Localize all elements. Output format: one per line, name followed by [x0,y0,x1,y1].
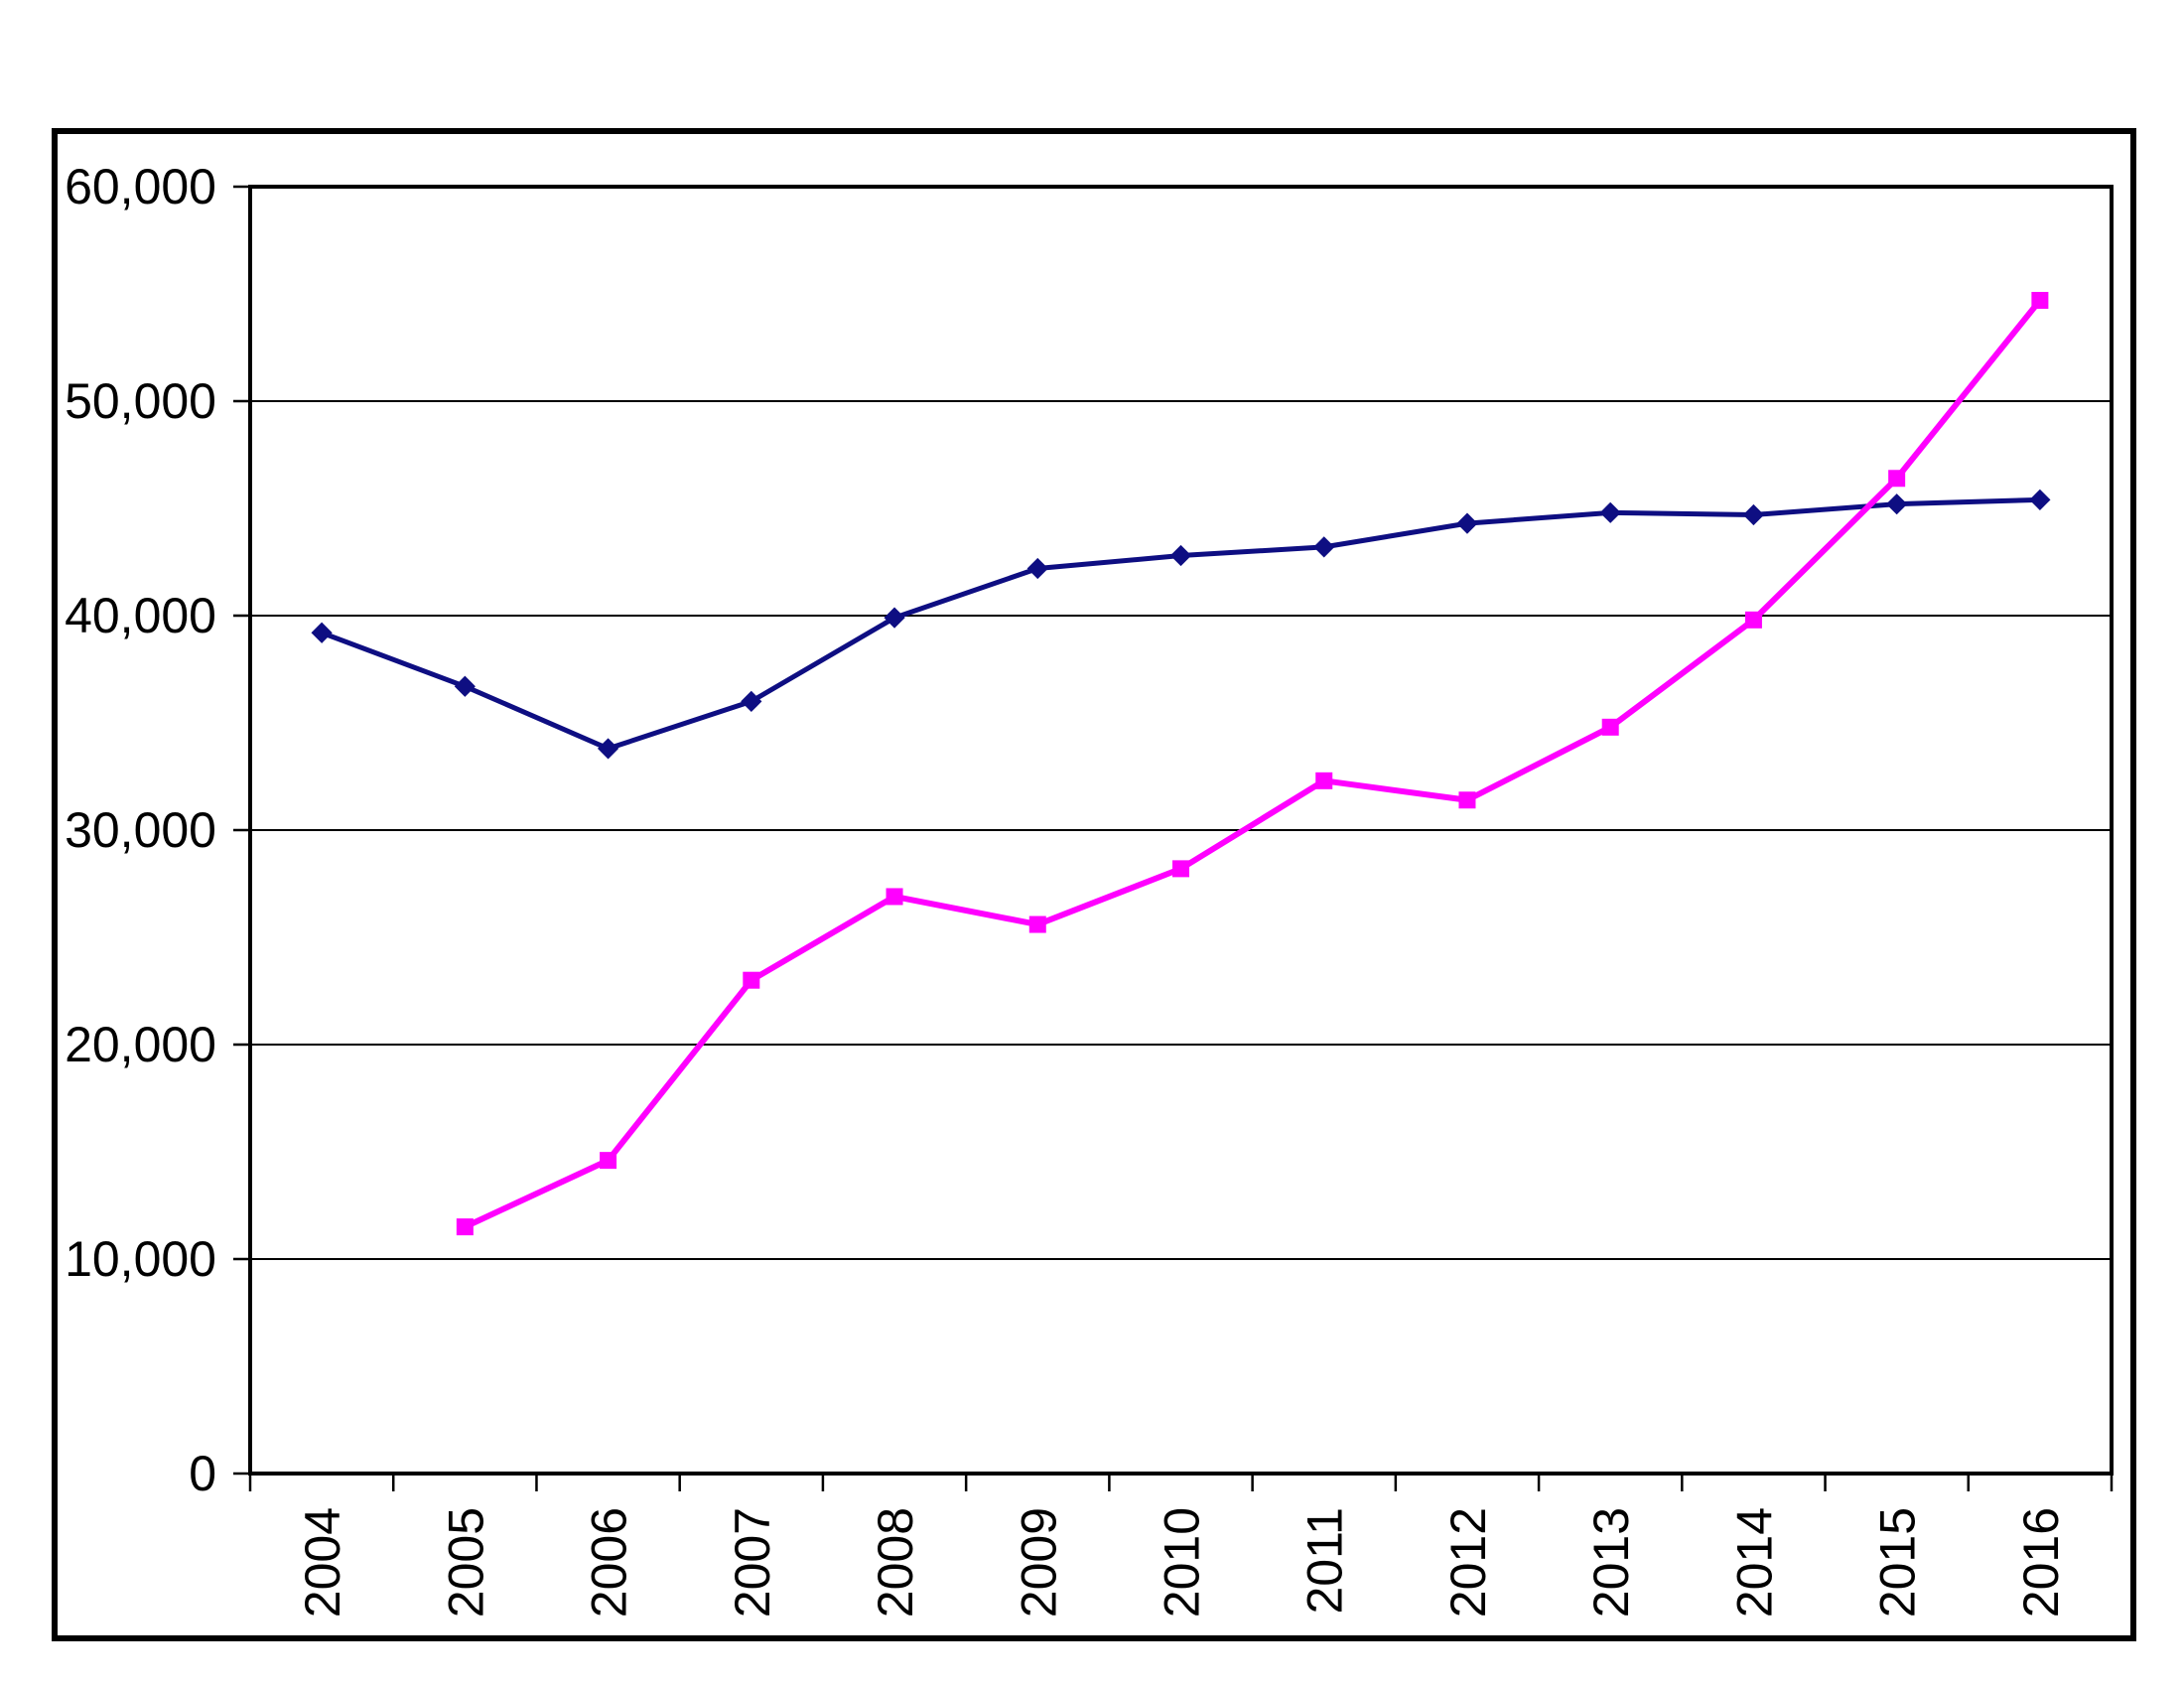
x-tick-label: 2013 [1583,1507,1639,1618]
diamond-marker [311,622,333,643]
y-tick-label: 40,000 [65,588,216,643]
square-marker [2031,291,2049,309]
square-marker [1888,470,1906,488]
y-tick-label: 50,000 [65,373,216,429]
gridlines [250,400,2112,1260]
x-axis: 2004 2005 2006 2007 2008 2009 2010 2011 2012 2013… [248,1474,2114,1618]
x-tick-label: 2005 [438,1507,493,1618]
square-marker [1744,611,1762,629]
y-tick-label: 30,000 [65,802,216,858]
square-marker [1315,772,1333,789]
y-tick-label: 20,000 [65,1017,216,1072]
y-tick-label: 10,000 [65,1231,216,1287]
x-tick-label: 2015 [1870,1507,1926,1618]
x-tick-label: 2008 [868,1507,923,1618]
square-marker [600,1152,617,1170]
square-marker [1172,860,1189,878]
y-tick-label: 60,000 [65,159,216,214]
square-marker [743,971,760,989]
square-marker [1028,915,1046,933]
magenta-square-series [456,291,2049,1236]
diamond-marker [741,690,762,713]
x-tick-label: 2010 [1155,1507,1210,1618]
diamond-marker [454,675,476,697]
x-tick-label: 2009 [1011,1507,1066,1618]
diamond-marker [597,738,619,760]
square-marker [456,1218,474,1236]
magenta-square-series-line [462,297,2043,1230]
y-tick-label: 0 [189,1446,216,1501]
x-tick-label: 2011 [1297,1507,1353,1615]
outer-border [52,128,2136,1641]
diamond-marker [2029,489,2051,510]
x-tick-label: 2006 [582,1507,637,1618]
square-marker [1458,791,1476,809]
x-tick-label: 2012 [1440,1507,1496,1618]
x-tick-label: 2004 [295,1507,350,1618]
y-axis: 0 10,000 20,000 30,000 40,000 50,000 60,000 [65,159,250,1501]
square-marker [886,888,903,906]
x-tick-label: 2007 [725,1507,780,1618]
square-marker [1601,718,1619,736]
x-tick-label: 2016 [2013,1507,2069,1618]
x-tick-label: 2014 [1726,1507,1782,1618]
diamond-marker [884,607,905,629]
